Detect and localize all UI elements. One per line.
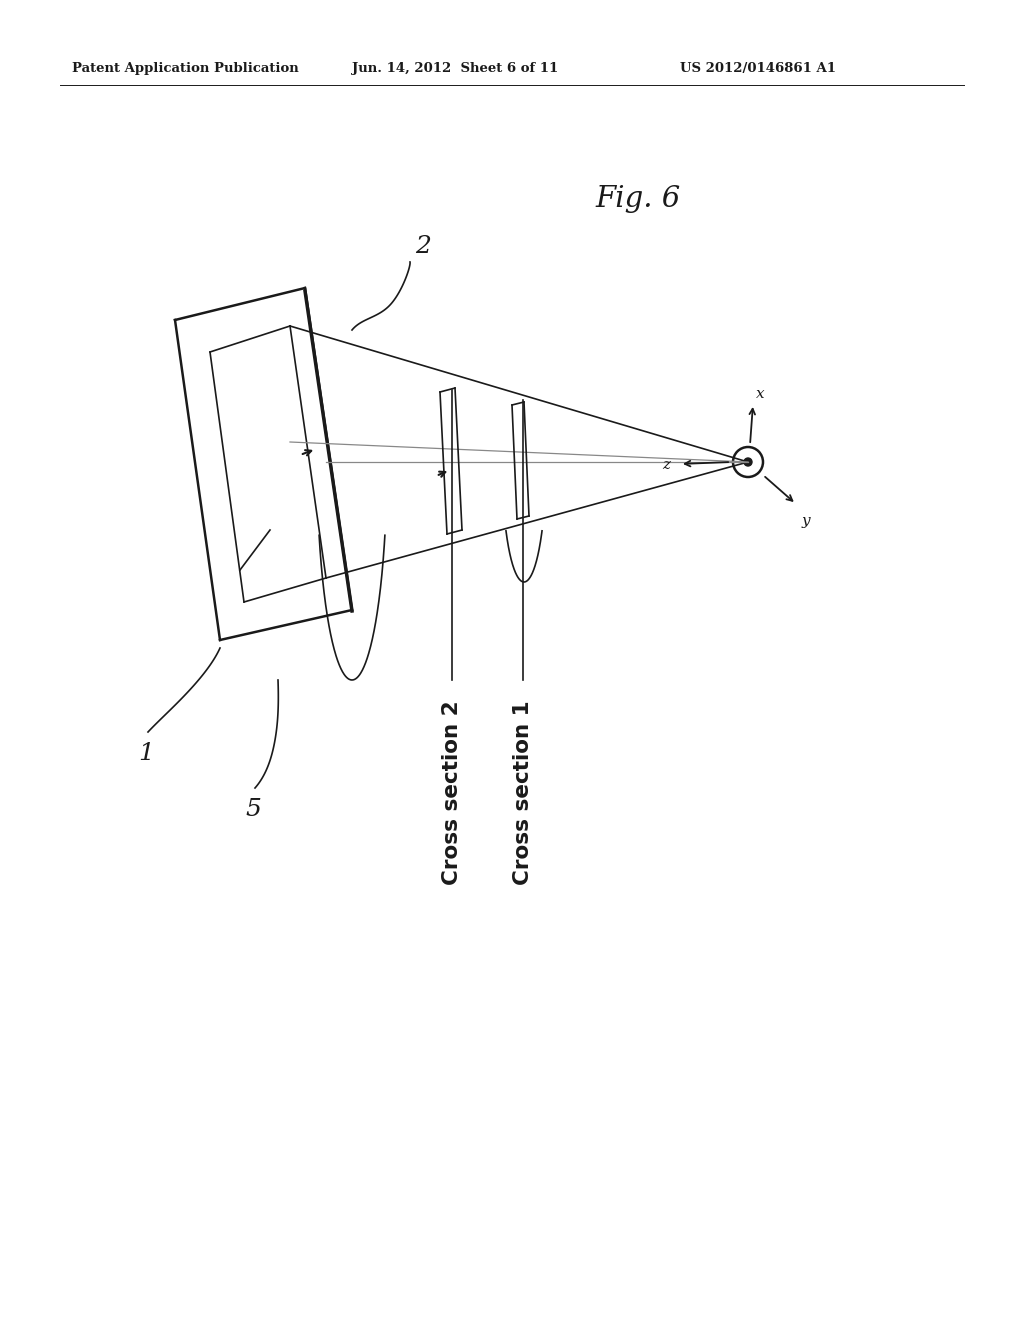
Text: x: x bbox=[756, 387, 765, 401]
Circle shape bbox=[744, 458, 752, 466]
Text: y: y bbox=[802, 513, 811, 528]
Text: US 2012/0146861 A1: US 2012/0146861 A1 bbox=[680, 62, 836, 75]
Text: Patent Application Publication: Patent Application Publication bbox=[72, 62, 299, 75]
Text: 2: 2 bbox=[415, 235, 431, 257]
Text: Jun. 14, 2012  Sheet 6 of 11: Jun. 14, 2012 Sheet 6 of 11 bbox=[352, 62, 558, 75]
Text: 5: 5 bbox=[245, 799, 261, 821]
Text: z: z bbox=[662, 458, 670, 473]
Text: Cross section 2: Cross section 2 bbox=[442, 700, 462, 884]
Text: 1: 1 bbox=[138, 742, 154, 766]
Text: Cross section 1: Cross section 1 bbox=[513, 700, 534, 884]
Text: Fig. 6: Fig. 6 bbox=[595, 185, 680, 213]
